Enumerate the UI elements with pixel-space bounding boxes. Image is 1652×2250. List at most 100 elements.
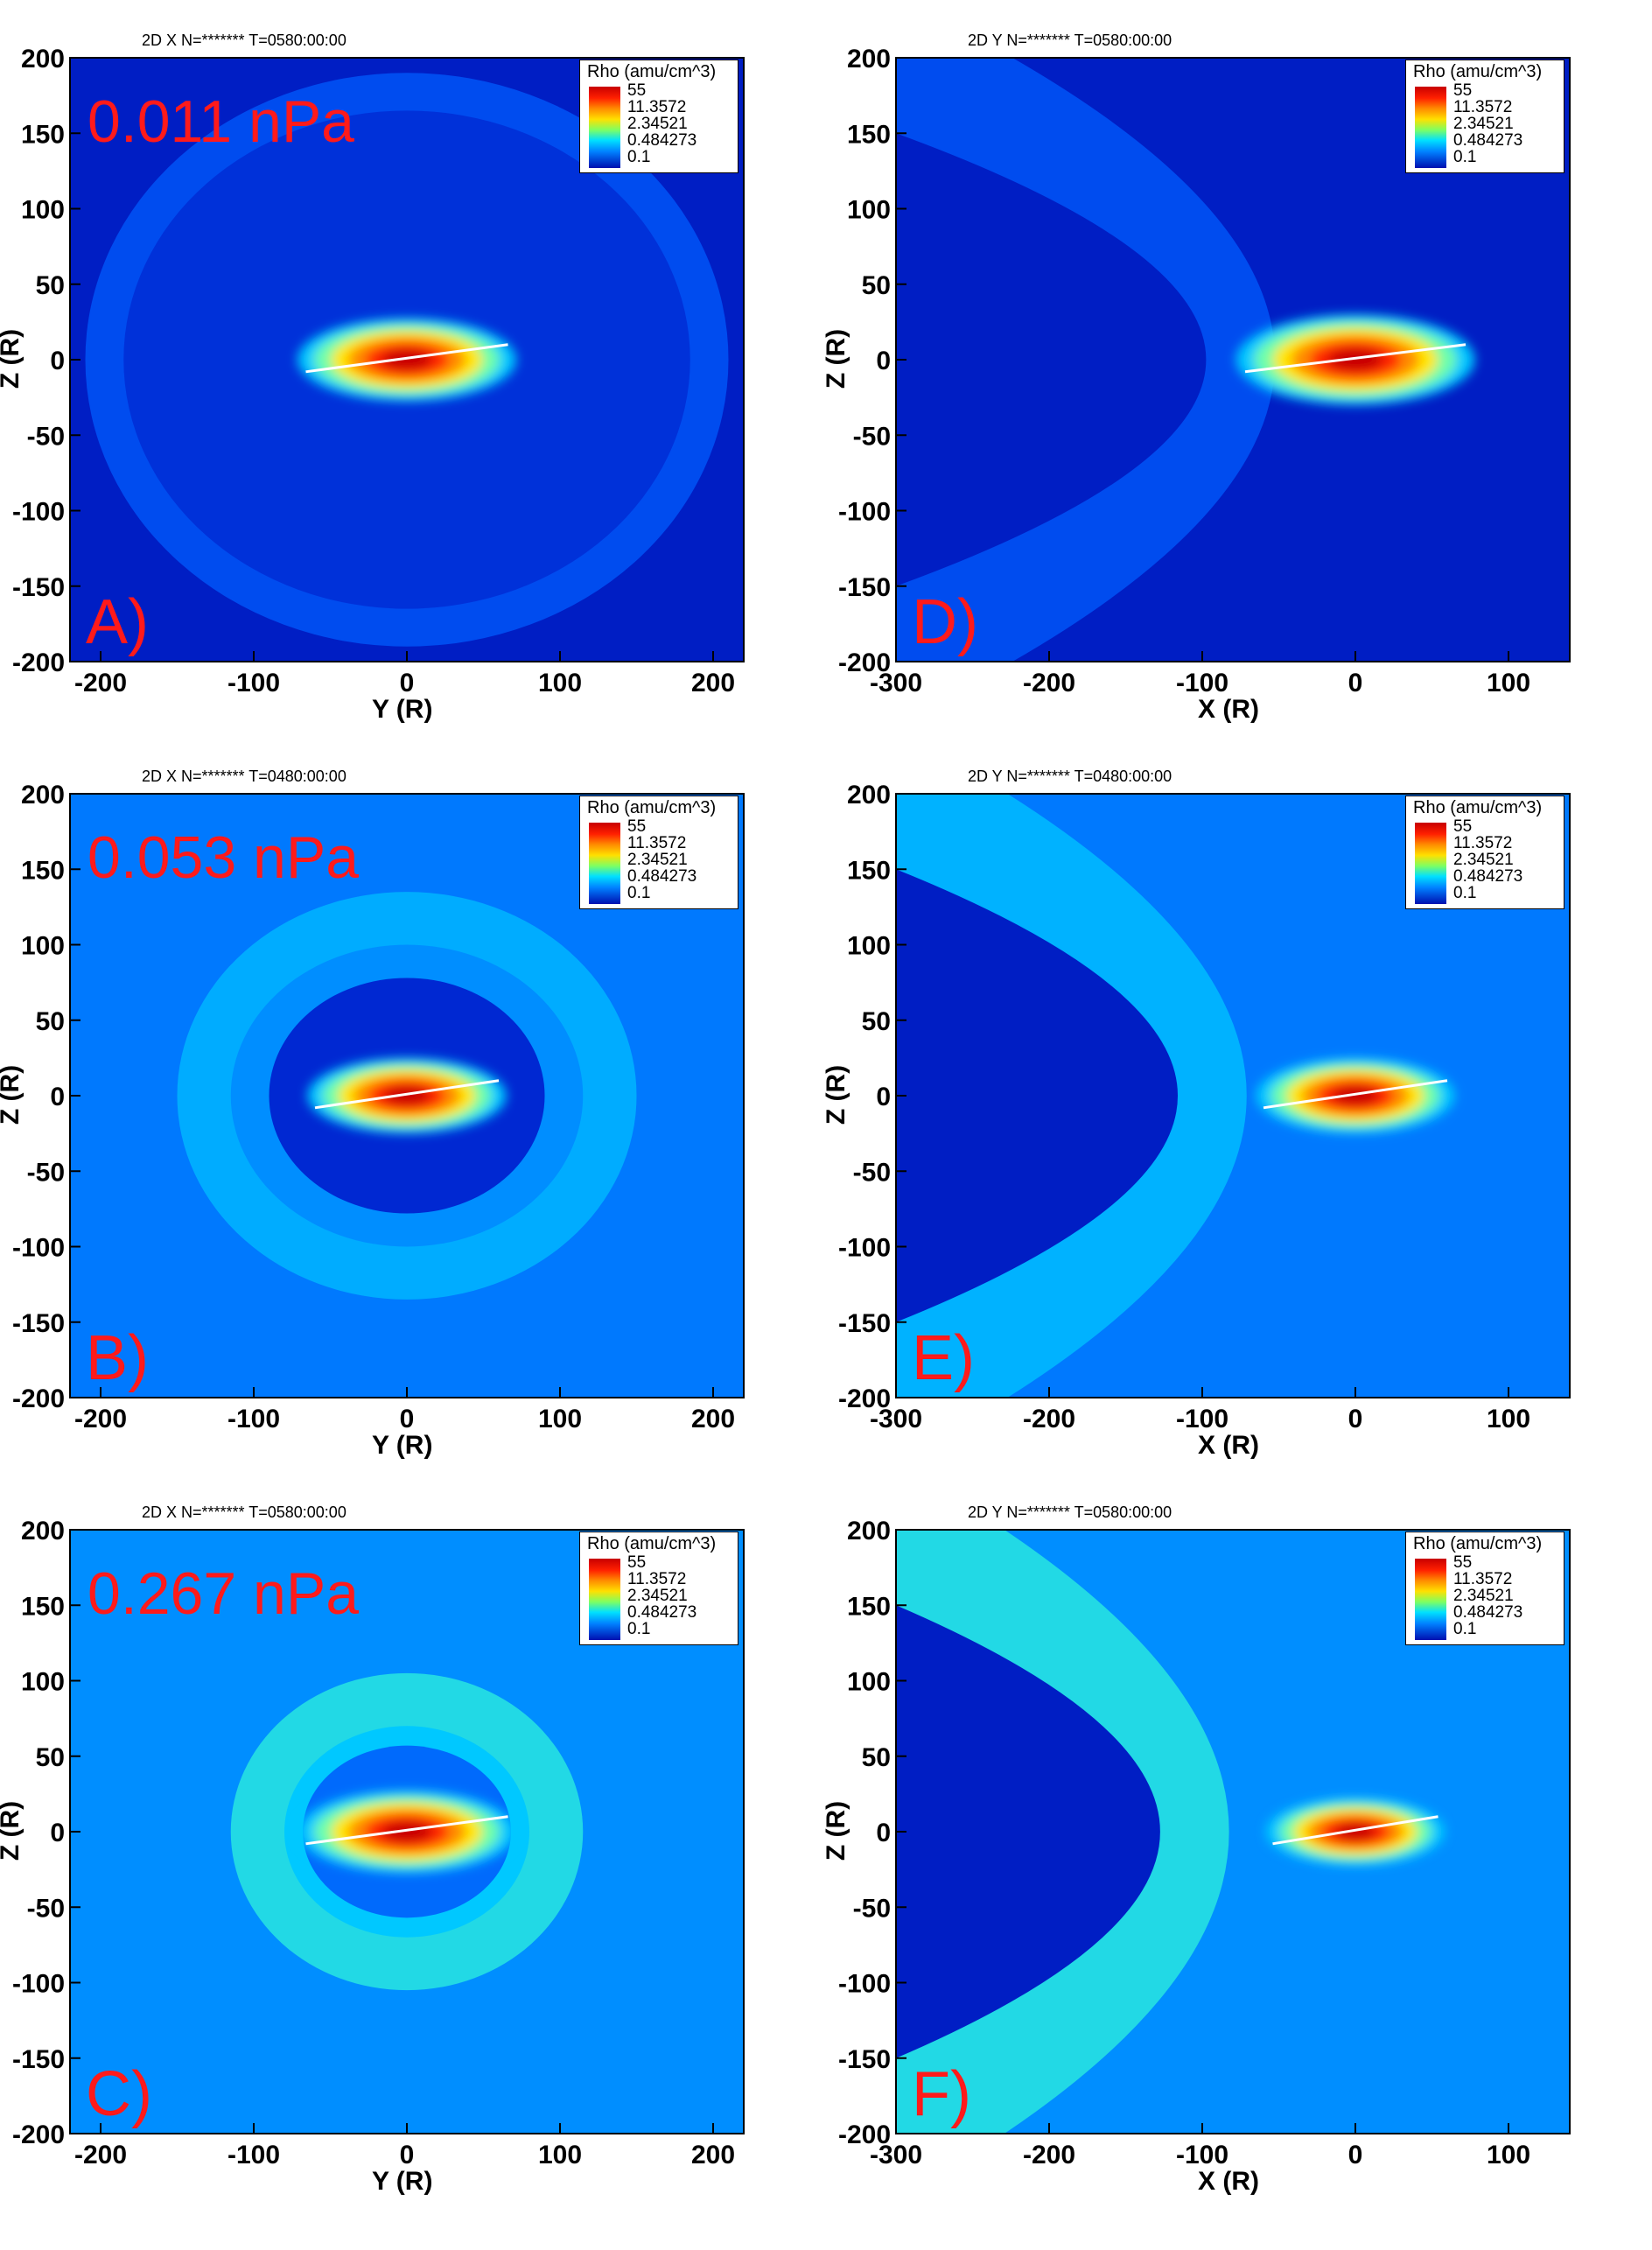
field-line xyxy=(314,1079,500,1110)
x-tick-label: -300 xyxy=(870,669,922,697)
y-tick-label: 150 xyxy=(21,856,65,885)
legend-title: Rho (amu/cm^3) xyxy=(587,1534,717,1553)
y-tick-label: -150 xyxy=(838,2045,891,2074)
colorbar xyxy=(1415,87,1446,168)
legend-level: 0.484273 xyxy=(1453,867,1523,886)
plot-header: 2D Y N=******* T=0580:00:00 xyxy=(968,1504,1172,1521)
y-tick-label: -150 xyxy=(12,573,65,602)
colorbar xyxy=(589,823,620,904)
legend-level: 55 xyxy=(1453,81,1473,100)
colorbar-legend: Rho (amu/cm^3) 55 11.3572 2.34521 0.484273 0.… xyxy=(1405,60,1564,173)
colorbar-legend: Rho (amu/cm^3) 55 11.3572 2.34521 0.484273 0.… xyxy=(579,60,738,173)
field-line xyxy=(305,1815,508,1846)
legend-level: 11.3572 xyxy=(627,834,687,852)
y-tick-label: 100 xyxy=(21,196,65,225)
pressure-annotation: 0.267 nPa xyxy=(88,1560,360,1627)
legend-level: 2.34521 xyxy=(627,851,688,869)
y-tick-label: -100 xyxy=(838,1970,891,1999)
y-tick-label: -50 xyxy=(27,422,65,451)
legend-title: Rho (amu/cm^3) xyxy=(587,62,717,81)
y-tick-label: -200 xyxy=(12,2120,65,2149)
legend-level: 11.3572 xyxy=(627,1570,687,1588)
pressure-annotation: 0.053 nPa xyxy=(88,824,360,891)
y-tick-label: -150 xyxy=(12,1309,65,1338)
plot-svg: -300 -200 -100 0 100200150100500-50-100-150-… xyxy=(838,1517,1571,2169)
x-tick-label: 0 xyxy=(1348,2141,1363,2169)
field-line xyxy=(1263,1079,1448,1110)
y-tick-label: -50 xyxy=(27,1894,65,1923)
panel-letter: C) xyxy=(86,2059,152,2129)
magnetosphere-cavity xyxy=(896,869,1178,1322)
y-tick-label: 200 xyxy=(21,45,65,74)
x-tick-label: -100 xyxy=(1176,669,1228,697)
x-tick-label: 200 xyxy=(691,2141,735,2169)
legend-level: 55 xyxy=(627,1553,647,1572)
legend-level: 0.1 xyxy=(1453,884,1477,902)
x-tick-label: -200 xyxy=(74,669,127,697)
y-tick-label: 0 xyxy=(876,1819,891,1847)
y-tick-label: 50 xyxy=(862,1743,891,1772)
core-level xyxy=(382,349,432,370)
legend-level: 0.484273 xyxy=(627,1603,697,1622)
colorbar xyxy=(1415,1559,1446,1640)
plot-header: 2D X N=******* T=0580:00:00 xyxy=(142,1504,346,1521)
x-tick-label: -100 xyxy=(1176,2141,1228,2169)
y-tick-label: -50 xyxy=(853,422,891,451)
plasma-core xyxy=(307,1057,507,1134)
plasma-core xyxy=(1256,1057,1455,1134)
panel-d: -300 -200 -100 0 100 200 150 100 50 0 -50 -100 -150-… xyxy=(822,0,1652,750)
plot-svg: -300 -200 -100 0 100200150100500-50-100-150-… xyxy=(838,781,1571,1433)
legend-level: 11.3572 xyxy=(1453,834,1513,852)
y-tick-label: 150 xyxy=(21,1592,65,1621)
x-tick-label: 100 xyxy=(1487,2141,1530,2169)
x-tick-label: 100 xyxy=(538,669,582,697)
legend-level: 0.1 xyxy=(1453,148,1477,166)
legend-level: 0.484273 xyxy=(1453,131,1523,150)
x-tick-label: -300 xyxy=(870,1405,922,1433)
y-tick-label: 100 xyxy=(847,932,891,961)
y-tick-label: -200 xyxy=(838,648,891,677)
y-tick-label: -50 xyxy=(853,1894,891,1923)
y-tick-label: 0 xyxy=(876,347,891,375)
colorbar-legend: Rho (amu/cm^3) 55 11.3572 2.34521 0.484273 0.… xyxy=(1405,1532,1564,1645)
y-tick-label: -200 xyxy=(838,1384,891,1413)
y-tick-label: 0 xyxy=(876,1083,891,1111)
panel-f: -300 -200 -100 0 100 200 150 100 50 0 -50 -100 -150-… xyxy=(822,1472,1652,2222)
plasma-core xyxy=(1265,1798,1446,1866)
plot-header: 2D X N=******* T=0480:00:00 xyxy=(142,768,346,785)
x-axis-label: Y (R) xyxy=(372,695,433,724)
x-tick-label: -100 xyxy=(228,1405,280,1433)
y-axis-label: Z (R) xyxy=(822,1064,851,1125)
colorbar-legend: Rho (amu/cm^3) 55 11.3572 2.34521 0.484273 0.… xyxy=(579,1532,738,1645)
x-tick-label: 200 xyxy=(691,669,735,697)
colorbar xyxy=(589,87,620,168)
legend-level: 55 xyxy=(1453,817,1473,836)
legend-level: 11.3572 xyxy=(627,98,687,116)
y-tick-label: -50 xyxy=(27,1158,65,1187)
field-line xyxy=(1244,343,1466,374)
y-tick-label: 50 xyxy=(36,271,65,300)
x-tick-label: -200 xyxy=(74,2141,127,2169)
x-tick-label: 0 xyxy=(1348,669,1363,697)
panel-c: -200 -100 0 100 200 200 150 100 50 0 -50 -100 -150 -2… xyxy=(0,1472,826,2222)
legend-title: Rho (amu/cm^3) xyxy=(1413,62,1543,81)
core-level xyxy=(383,1086,430,1105)
y-tick-label: 50 xyxy=(36,1007,65,1036)
x-tick-label: 100 xyxy=(538,1405,582,1433)
y-tick-label: 0 xyxy=(50,1819,65,1847)
y-tick-label: -100 xyxy=(838,498,891,527)
colorbar xyxy=(1415,823,1446,904)
x-axis-label: Y (R) xyxy=(372,2167,433,2196)
magnetosphere-cavity xyxy=(896,133,1207,586)
panel-letter: A) xyxy=(86,587,149,657)
legend-level: 2.34521 xyxy=(1453,115,1514,133)
x-tick-label: -100 xyxy=(1176,1405,1228,1433)
y-tick-label: 50 xyxy=(862,271,891,300)
density-field xyxy=(70,1530,744,2134)
legend-level: 0.1 xyxy=(1453,1620,1477,1638)
plot-header: 2D Y N=******* T=0580:00:00 xyxy=(968,32,1172,49)
density-field xyxy=(896,794,1570,1398)
y-tick-label: 100 xyxy=(847,196,891,225)
x-tick-label: 0 xyxy=(400,669,415,697)
plasma-core xyxy=(1236,314,1475,405)
